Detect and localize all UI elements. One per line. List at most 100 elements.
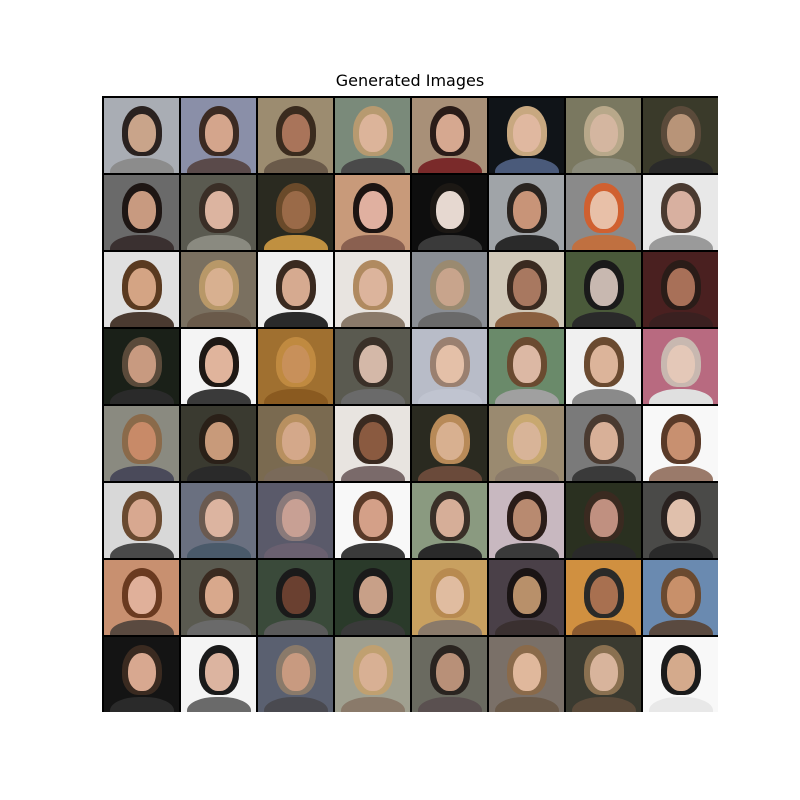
face-shoulders (418, 466, 482, 481)
face-shoulders (418, 543, 482, 558)
face-skin (282, 114, 310, 152)
face-skin (128, 268, 156, 306)
face-skin (205, 114, 233, 152)
face-skin (667, 422, 695, 460)
face-shoulders (110, 312, 174, 327)
generated-face-image (335, 329, 410, 404)
face-skin (205, 576, 233, 614)
face-skin (205, 191, 233, 229)
face-skin (359, 345, 387, 383)
face-skin (282, 268, 310, 306)
generated-face-image (566, 560, 641, 635)
generated-face-image (566, 175, 641, 250)
face-shoulders (187, 697, 251, 712)
face-shoulders (110, 158, 174, 173)
face-skin (513, 191, 541, 229)
face-shoulders (341, 543, 405, 558)
generated-face-image (489, 175, 564, 250)
face-skin (359, 191, 387, 229)
generated-face-image (181, 560, 256, 635)
face-shoulders (649, 235, 713, 250)
generated-face-image (181, 175, 256, 250)
face-skin (359, 499, 387, 537)
face-skin (436, 653, 464, 691)
face-skin (359, 422, 387, 460)
generated-face-image (335, 406, 410, 481)
face-skin (513, 653, 541, 691)
face-shoulders (495, 543, 559, 558)
face-skin (205, 653, 233, 691)
face-skin (590, 345, 618, 383)
face-shoulders (264, 620, 328, 635)
generated-face-image (566, 406, 641, 481)
face-shoulders (341, 389, 405, 404)
generated-face-image (258, 98, 333, 173)
face-shoulders (649, 312, 713, 327)
face-shoulders (418, 235, 482, 250)
generated-face-image (104, 252, 179, 327)
face-shoulders (495, 235, 559, 250)
generated-face-image (335, 175, 410, 250)
figure-title: Generated Images (335, 71, 485, 90)
face-skin (359, 576, 387, 614)
face-skin (590, 114, 618, 152)
face-shoulders (572, 312, 636, 327)
face-skin (436, 422, 464, 460)
face-skin (590, 576, 618, 614)
face-skin (282, 653, 310, 691)
face-skin (513, 576, 541, 614)
face-shoulders (264, 312, 328, 327)
generated-face-image (412, 406, 487, 481)
generated-face-image (643, 560, 718, 635)
face-shoulders (572, 543, 636, 558)
face-skin (590, 499, 618, 537)
generated-face-image (412, 637, 487, 712)
generated-face-image (258, 175, 333, 250)
generated-face-image (104, 637, 179, 712)
face-skin (128, 345, 156, 383)
face-shoulders (649, 466, 713, 481)
generated-face-image (412, 98, 487, 173)
face-shoulders (649, 543, 713, 558)
face-skin (667, 268, 695, 306)
generated-face-image (104, 560, 179, 635)
face-shoulders (649, 620, 713, 635)
face-skin (513, 499, 541, 537)
face-shoulders (187, 620, 251, 635)
face-shoulders (649, 389, 713, 404)
generated-face-image (412, 175, 487, 250)
face-shoulders (110, 466, 174, 481)
face-shoulders (649, 158, 713, 173)
generated-face-image (643, 98, 718, 173)
generated-face-image (104, 483, 179, 558)
generated-face-image (643, 406, 718, 481)
face-skin (205, 268, 233, 306)
face-shoulders (418, 620, 482, 635)
face-skin (513, 345, 541, 383)
face-skin (513, 114, 541, 152)
face-skin (128, 422, 156, 460)
generated-face-image (489, 98, 564, 173)
face-skin (205, 345, 233, 383)
face-shoulders (110, 543, 174, 558)
face-shoulders (572, 158, 636, 173)
generated-face-image (335, 252, 410, 327)
face-shoulders (264, 235, 328, 250)
face-skin (128, 191, 156, 229)
face-skin (436, 499, 464, 537)
generated-face-image (566, 329, 641, 404)
generated-face-image (489, 329, 564, 404)
face-skin (282, 576, 310, 614)
face-skin (436, 114, 464, 152)
face-skin (205, 422, 233, 460)
generated-face-image (489, 637, 564, 712)
face-skin (590, 268, 618, 306)
face-shoulders (418, 389, 482, 404)
face-shoulders (341, 620, 405, 635)
face-skin (667, 191, 695, 229)
face-shoulders (264, 466, 328, 481)
generated-face-image (489, 406, 564, 481)
face-shoulders (264, 158, 328, 173)
face-skin (128, 499, 156, 537)
face-shoulders (495, 389, 559, 404)
